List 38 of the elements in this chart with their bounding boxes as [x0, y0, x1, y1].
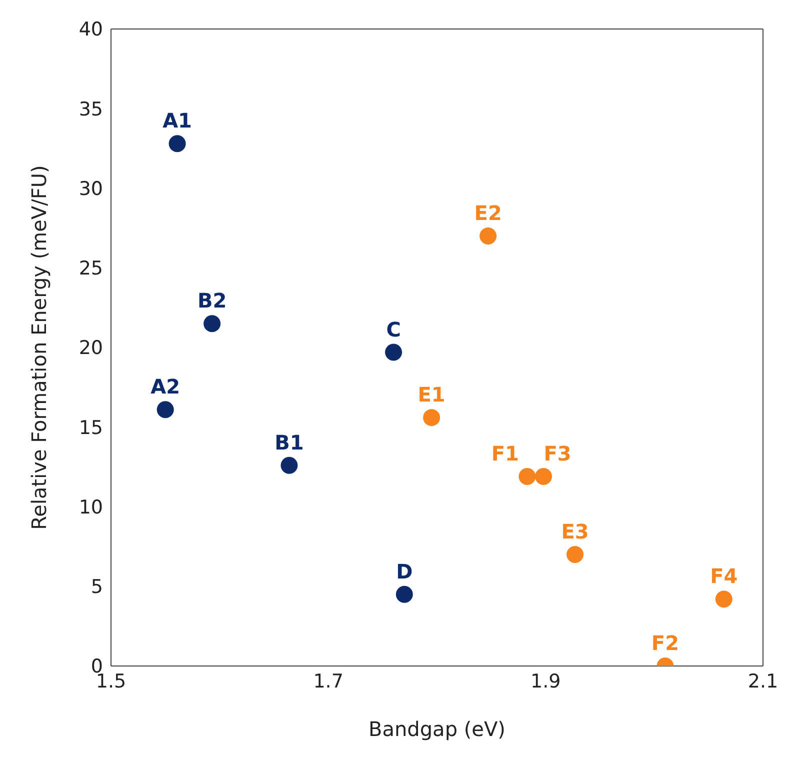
annotation: A1 — [162, 108, 192, 133]
annotation: B2 — [197, 288, 227, 313]
annotation: F1 — [491, 441, 519, 466]
annotation: F3 — [544, 441, 572, 466]
y-tick-label: 30 — [78, 178, 103, 200]
y-tick-label: 35 — [78, 98, 103, 120]
annotation: C — [386, 317, 401, 342]
point — [534, 468, 552, 485]
point — [423, 409, 440, 426]
point — [385, 344, 402, 361]
point — [518, 468, 536, 485]
annotation: D — [396, 559, 413, 584]
y-axis-title: Relative Formation Energy (meV/FU) — [27, 165, 52, 530]
point — [280, 456, 298, 474]
annotation: E1 — [418, 382, 446, 407]
x-tick-label: 1.7 — [313, 670, 344, 692]
y-tick-label: 5 — [90, 576, 103, 598]
point — [156, 401, 174, 418]
annotation: F2 — [651, 631, 679, 655]
y-tick-label: 25 — [78, 258, 103, 280]
point — [480, 228, 497, 245]
x-tick-label: 2.1 — [748, 670, 778, 692]
annotation: F4 — [710, 564, 738, 588]
y-tick-label: 40 — [78, 18, 103, 41]
annotation: B1 — [274, 430, 304, 454]
annotation: A2 — [150, 374, 180, 399]
point — [566, 546, 584, 564]
point — [396, 586, 413, 603]
point — [204, 315, 221, 332]
annotation: E2 — [474, 201, 502, 226]
y-tick-label: 10 — [78, 496, 103, 518]
point — [168, 135, 186, 152]
y-tick-label: 20 — [78, 337, 103, 360]
y-tick-label: 15 — [78, 416, 103, 439]
x-tick-label: 1.9 — [530, 670, 561, 692]
annotation: E3 — [561, 520, 589, 544]
point — [715, 590, 732, 608]
x-axis-title: Bandgap (eV) — [368, 717, 506, 741]
